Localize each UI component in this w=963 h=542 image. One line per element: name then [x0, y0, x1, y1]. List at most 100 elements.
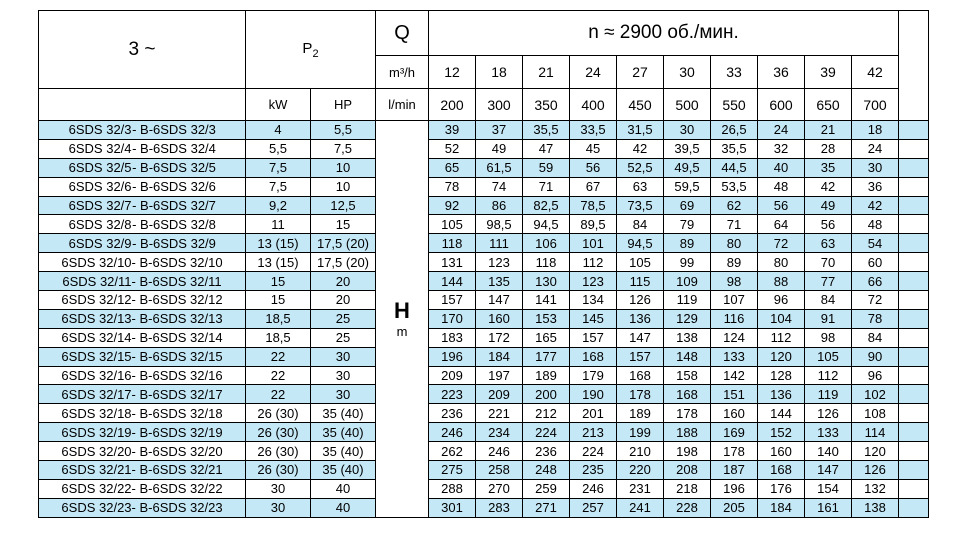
model-name-b: - B-6SDS 32/20 — [131, 443, 223, 459]
flow-value-header: 42 — [851, 55, 899, 89]
head-value-cell: 59 — [522, 157, 570, 178]
head-value-cell: 288 — [428, 478, 476, 499]
model-cell: 6SDS 32/8- B-6SDS 32/8 — [38, 214, 246, 235]
kw-cell: 22 — [245, 346, 311, 367]
head-value-cell: 32 — [757, 138, 805, 159]
table-row: 6SDS 32/15- B-6SDS 32/15 22 30 196 184 177 168… — [38, 346, 929, 367]
head-value-cell: 178 — [663, 403, 711, 424]
flow-value-header: 18 — [475, 55, 523, 89]
head-value-cell: 153 — [522, 308, 570, 329]
head-value-cell: 246 — [475, 441, 523, 462]
model-cell: 6SDS 32/3- B-6SDS 32/3 — [38, 120, 246, 140]
model-name-b: - B-6SDS 32/12 — [131, 292, 223, 308]
head-value-cell: 36 — [851, 176, 899, 197]
table-row: 6SDS 32/18- B-6SDS 32/18 26 (30) 35 (40) 23… — [38, 403, 929, 424]
hp-header: HP — [310, 88, 376, 121]
model-name-b: - B-6SDS 32/14 — [131, 330, 223, 346]
head-value-cell: 224 — [569, 441, 617, 462]
flow-value-header: 600 — [757, 88, 805, 121]
spare-cell — [898, 422, 929, 443]
head-value-cell: 187 — [710, 460, 758, 480]
hp-cell: 25 — [310, 308, 376, 329]
table-row: 6SDS 32/12- B-6SDS 32/12 15 20 157 147 141 134… — [38, 290, 929, 310]
head-value-cell: 78 — [851, 308, 899, 329]
head-value-cell: 89 — [710, 252, 758, 273]
kw-cell: 30 — [245, 497, 311, 518]
head-value-cell: 88 — [757, 271, 805, 292]
head-value-cell: 112 — [804, 365, 852, 386]
head-value-cell: 102 — [851, 384, 899, 405]
head-value-cell: 26,5 — [710, 120, 758, 140]
head-value-cell: 271 — [522, 497, 570, 518]
model-name: 6SDS 32/15 — [61, 349, 132, 365]
model-name-b: - B-6SDS 32/15 — [131, 349, 223, 365]
model-cell: 6SDS 32/13- B-6SDS 32/13 — [38, 308, 246, 329]
flow-value-header: 700 — [851, 88, 899, 121]
kw-cell: 22 — [245, 384, 311, 405]
head-value-cell: 236 — [428, 403, 476, 424]
head-value-cell: 147 — [475, 290, 523, 310]
head-value-cell: 148 — [663, 346, 711, 367]
head-value-cell: 283 — [475, 497, 523, 518]
spare-cell — [898, 308, 929, 329]
model-name: 6SDS 32/14 — [61, 330, 132, 346]
head-value-cell: 52,5 — [616, 157, 664, 178]
hp-cell: 10 — [310, 157, 376, 178]
head-value-cell: 84 — [851, 327, 899, 348]
head-value-cell: 126 — [851, 460, 899, 480]
hp-cell: 20 — [310, 290, 376, 310]
hp-cell: 20 — [310, 271, 376, 292]
hp-cell: 10 — [310, 176, 376, 197]
model-name: 6SDS 32/17 — [61, 386, 132, 402]
hp-cell: 35 (40) — [310, 403, 376, 424]
head-value-cell: 168 — [757, 460, 805, 480]
head-value-cell: 28 — [804, 138, 852, 159]
head-value-cell: 123 — [475, 252, 523, 273]
head-value-cell: 142 — [710, 365, 758, 386]
kw-cell: 26 (30) — [245, 460, 311, 480]
model-name-b: - B-6SDS 32/13 — [131, 311, 223, 327]
head-value-cell: 178 — [710, 441, 758, 462]
head-value-cell: 106 — [522, 233, 570, 254]
head-value-cell: 105 — [804, 346, 852, 367]
flow-unit-m3h: m³/h — [375, 55, 429, 89]
model-cell: 6SDS 32/10- B-6SDS 32/10 — [38, 252, 246, 273]
model-name-b: - B-6SDS 32/5 — [132, 160, 216, 176]
head-value-cell: 128 — [757, 365, 805, 386]
model-name-b: - B-6SDS 32/11 — [131, 273, 222, 289]
model-name: 6SDS 32/4 — [68, 141, 132, 157]
head-value-cell: 101 — [569, 233, 617, 254]
head-value-cell: 131 — [428, 252, 476, 273]
kw-cell: 7,5 — [245, 157, 311, 178]
head-value-cell: 145 — [569, 308, 617, 329]
head-value-cell: 189 — [522, 365, 570, 386]
model-name: 6SDS 32/7 — [68, 198, 132, 213]
spare-cell — [898, 384, 929, 405]
head-value-cell: 126 — [804, 403, 852, 424]
head-value-cell: 132 — [851, 478, 899, 499]
model-cell: 6SDS 32/11- B-6SDS 32/11 — [38, 271, 246, 292]
model-name-b: - B-6SDS 32/16 — [131, 368, 223, 384]
head-value-cell: 61,5 — [475, 157, 523, 178]
head-value-cell: 94,5 — [522, 214, 570, 235]
head-value-cell: 67 — [569, 176, 617, 197]
head-value-cell: 168 — [569, 346, 617, 367]
spare-cell — [898, 214, 929, 235]
head-value-cell: 37 — [475, 120, 523, 140]
header-row-m3h: m³/h 12 18 21 24 27 30 33 36 39 42 — [39, 55, 929, 89]
spare-cell — [898, 460, 929, 480]
head-value-cell: 200 — [522, 384, 570, 405]
spare-cell — [898, 478, 929, 499]
hp-cell: 40 — [310, 497, 376, 518]
speed-header: n ≈ 2900 об./мин. — [428, 10, 899, 56]
kw-cell: 7,5 — [245, 176, 311, 197]
p2-label: P — [302, 39, 313, 57]
table-row: 6SDS 32/23- B-6SDS 32/23 30 40 301 283 271 257… — [38, 497, 929, 518]
flow-value-header: 24 — [569, 55, 617, 89]
head-value-cell: 158 — [663, 365, 711, 386]
kw-header: kW — [245, 88, 311, 121]
model-name-b: - B-6SDS 32/10 — [131, 254, 223, 270]
kw-cell: 26 (30) — [245, 422, 311, 443]
head-value-cell: 80 — [710, 233, 758, 254]
head-value-cell: 224 — [522, 422, 570, 443]
